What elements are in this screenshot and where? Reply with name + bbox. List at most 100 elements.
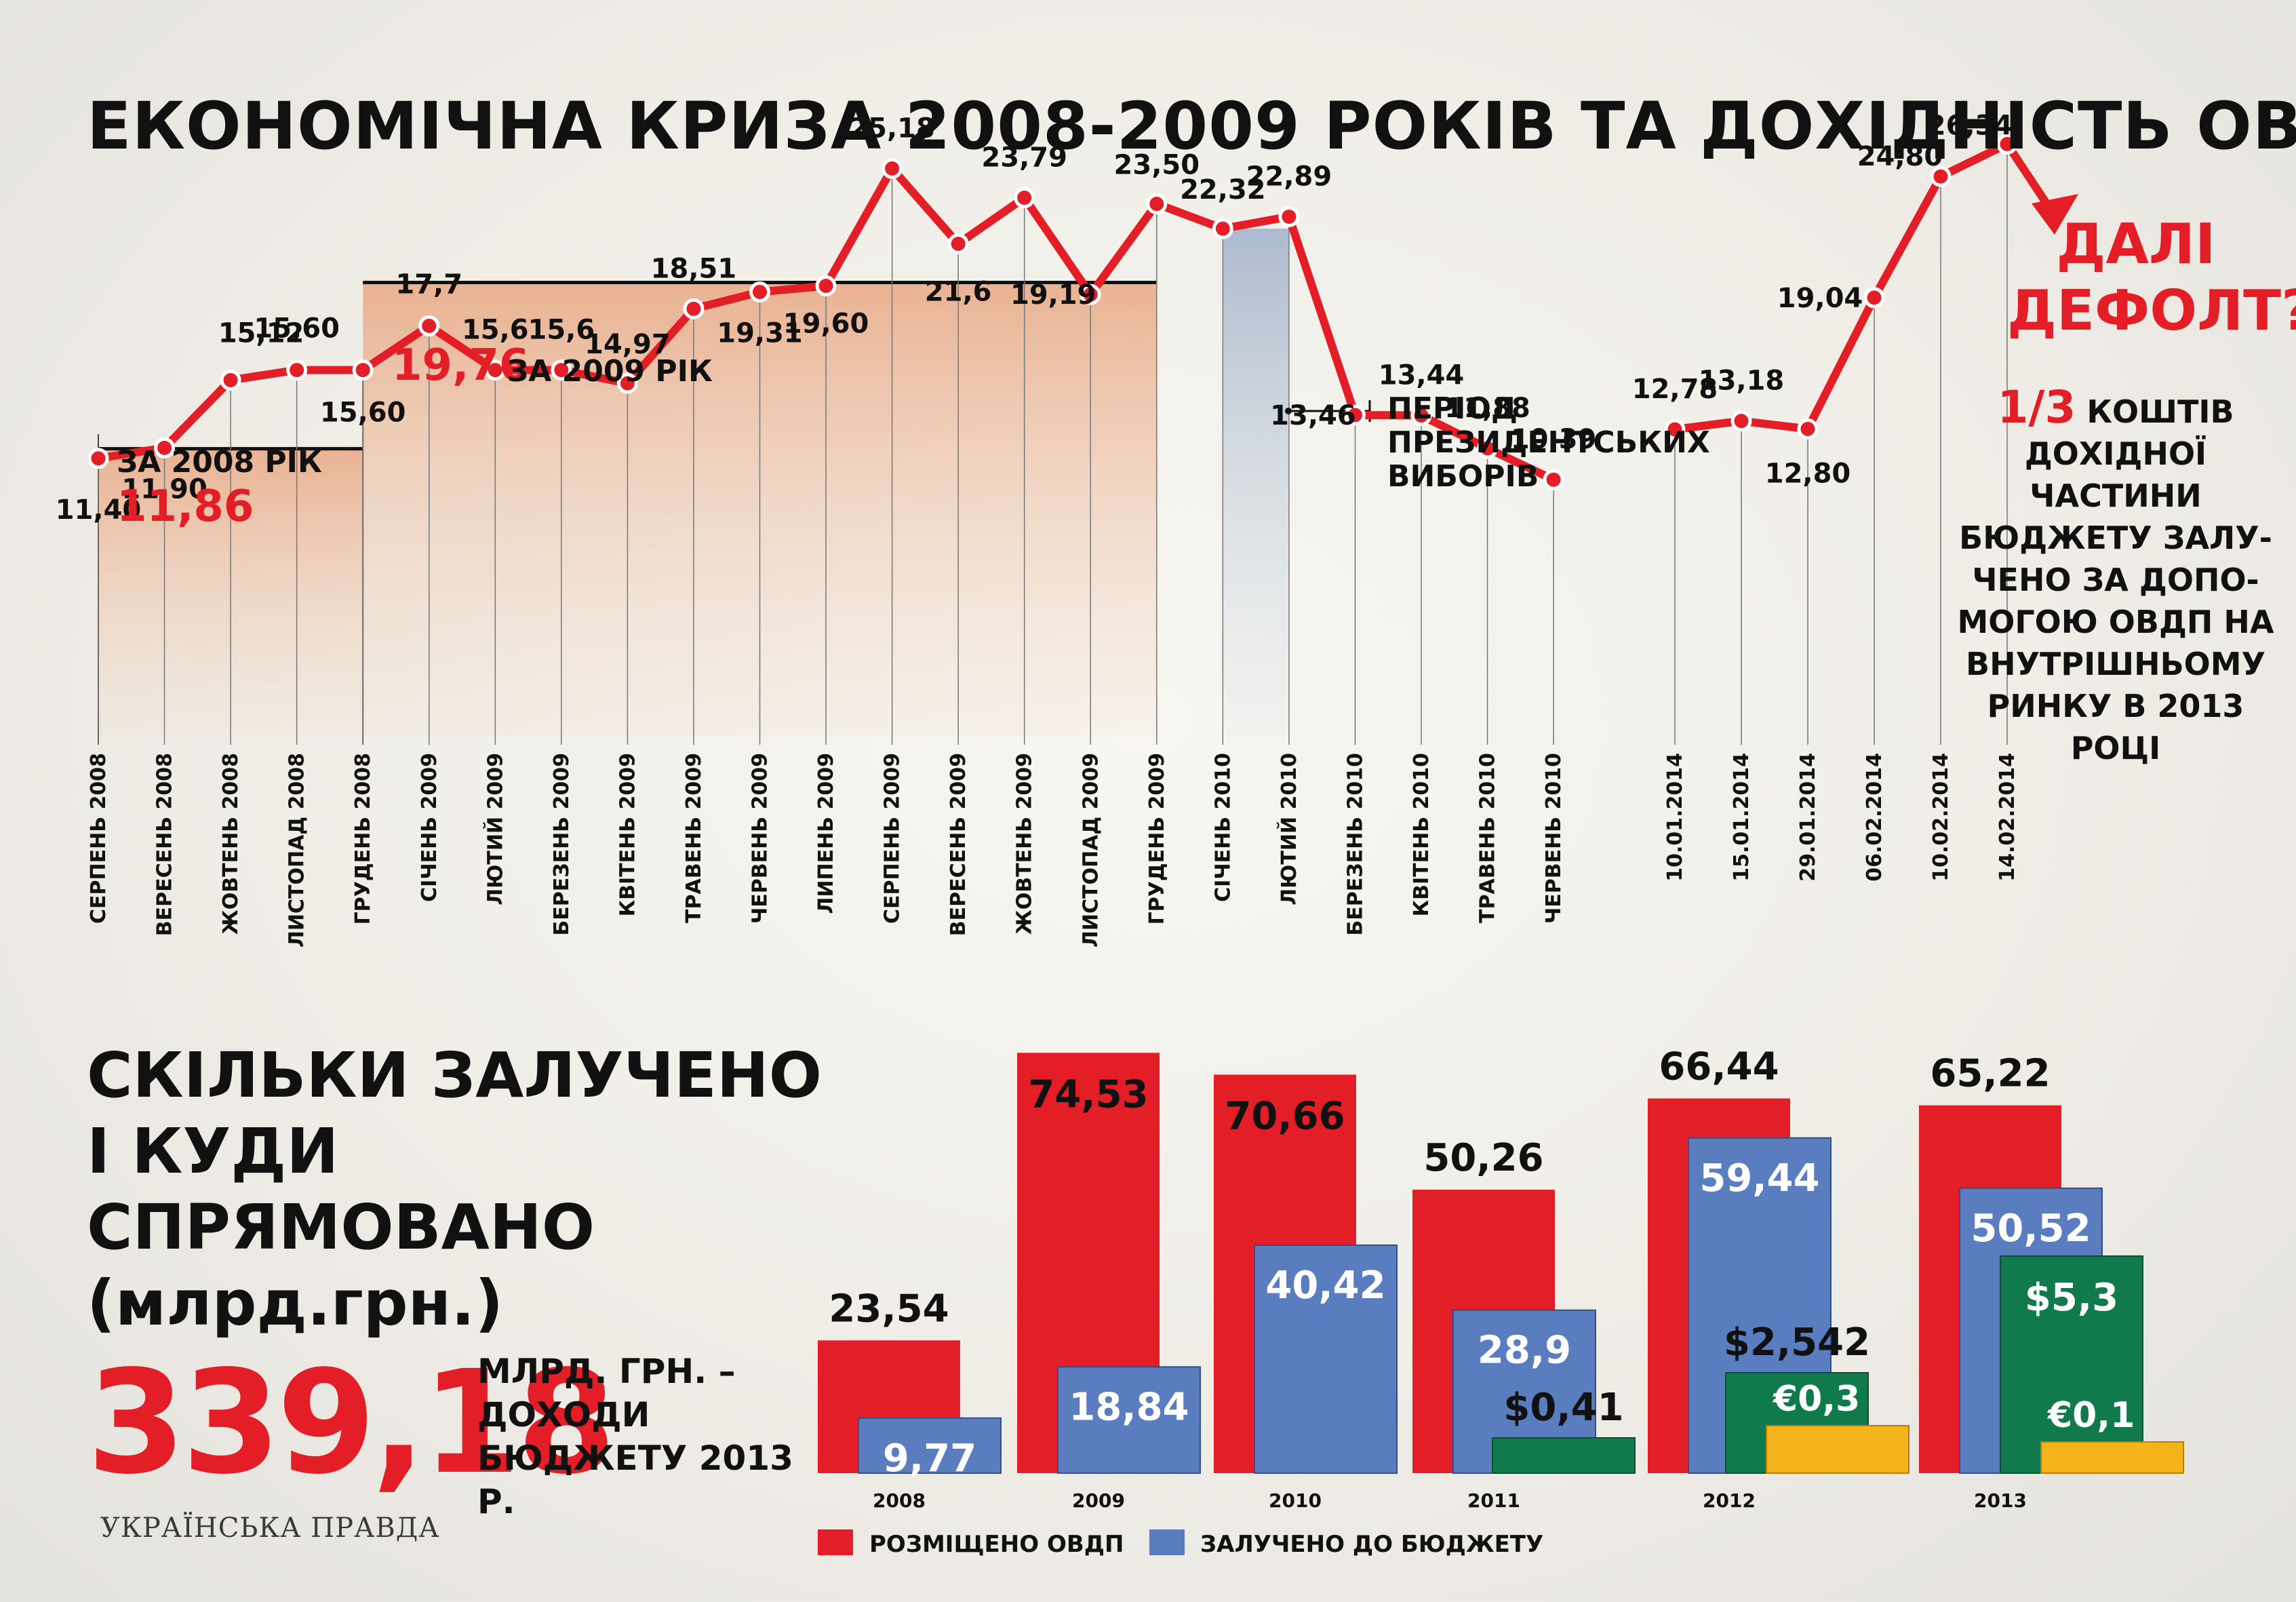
- data-label: 11,40: [56, 494, 142, 526]
- category-label: 2011: [1467, 1489, 1520, 1512]
- avg-2008-value: 11,86: [117, 482, 254, 532]
- data-label: 12,80: [1765, 458, 1851, 489]
- data-point: [1797, 418, 1819, 439]
- bar-label-attracted: 18,84: [1069, 1385, 1189, 1429]
- data-point: [418, 315, 440, 336]
- category-label: 2010: [1269, 1489, 1322, 1512]
- data-point: [1664, 418, 1686, 440]
- default-warning: ДАЛІ ДЕФОЛТ?: [2007, 212, 2296, 343]
- data-label: 15,6: [462, 315, 529, 346]
- bar-label-attracted: 50,52: [1971, 1207, 2091, 1251]
- x-tick-label: 10.02.2014: [1929, 753, 1953, 882]
- data-point: [683, 298, 705, 319]
- x-tick-label: ЛЮТИЙ 2010: [1277, 753, 1301, 905]
- data-point: [1543, 469, 1564, 490]
- x-tick-label: ВЕРЕСЕНЬ 2009: [947, 753, 970, 936]
- data-point: [1410, 405, 1432, 427]
- x-tick-label: 15.01.2014: [1730, 753, 1754, 882]
- budget-value: 339,18: [87, 1340, 616, 1506]
- category-label: 2013: [1974, 1489, 2027, 1512]
- category-label: 2012: [1703, 1489, 1756, 1512]
- data-label: 15,60: [320, 397, 406, 429]
- trend-arrow-head: [2032, 194, 2078, 235]
- bar-label-attracted: 59,44: [1699, 1156, 1819, 1200]
- x-tick-label: ЧЕРВЕНЬ 2009: [749, 753, 772, 924]
- election-period-band: [1223, 229, 1289, 736]
- page-title: ЕКОНОМІЧНА КРИЗА 2008-2009 РОКІВ ТА ДОХІ…: [87, 88, 2296, 164]
- x-tick-label: КВІТЕНЬ 2009: [616, 753, 639, 916]
- bar-attracted: [1254, 1244, 1398, 1474]
- x-tick-label: ЛИСТОПАД 2009: [1079, 753, 1103, 947]
- avg-2008-label: ЗА 2008 РІК: [117, 445, 322, 480]
- election-pointer-dot: [1285, 408, 1292, 414]
- data-label: 17,7: [395, 269, 462, 300]
- data-point: [616, 372, 638, 394]
- data-label: 14,97: [585, 329, 671, 360]
- data-point: [1014, 187, 1035, 209]
- x-tick-label: 29.01.2014: [1796, 753, 1820, 882]
- data-label: 21,6: [925, 276, 992, 307]
- bar-label-attracted: 9,77: [883, 1437, 976, 1481]
- x-tick-label: ЧЕРВЕНЬ 2010: [1542, 753, 1566, 924]
- bar-label-eur: €0,1: [2047, 1395, 2135, 1436]
- bar-label-attracted: 40,42: [1265, 1264, 1385, 1308]
- x-tick-label: БЕРЕЗЕНЬ 2010: [1343, 753, 1367, 936]
- data-point: [484, 359, 506, 381]
- data-point: [551, 359, 572, 381]
- category-label: 2009: [1072, 1489, 1125, 1512]
- data-label: 13,18: [1699, 366, 1785, 397]
- bar-label-attracted: 28,9: [1478, 1329, 1571, 1373]
- x-tick-label: ЛИСТОПАД 2008: [285, 753, 309, 947]
- budget-description: МЛРД. ГРН. – ДОХОДИ БЮДЖЕТУ 2013 Р.: [477, 1352, 793, 1521]
- x-tick-label: ТРАВЕНЬ 2009: [682, 753, 706, 923]
- data-label: 19,04: [1777, 283, 1863, 314]
- data-label: 23,50: [1114, 150, 1200, 181]
- x-tick-label: 06.02.2014: [1863, 753, 1886, 882]
- bar-label-placed: 70,66: [1225, 1094, 1345, 1138]
- bar-label-placed: 66,44: [1659, 1045, 1779, 1089]
- bar-label-placed: 23,54: [829, 1287, 949, 1331]
- data-point: [220, 369, 241, 391]
- data-point: [1278, 206, 1300, 227]
- side-note: 1/3 КОШТІВ ДОХІДНОЇ ЧАСТИНИ БЮДЖЕТУ ЗАЛУ…: [1946, 385, 2285, 769]
- data-point: [1996, 133, 2018, 155]
- bar-usd: [1492, 1437, 1636, 1474]
- legend-label-placed: РОЗМІЩЕНО ОВДП: [869, 1531, 1124, 1558]
- x-tick-label: ГРУДЕНЬ 2009: [1145, 753, 1169, 924]
- x-tick-label: СЕРПЕНЬ 2009: [881, 753, 905, 924]
- x-tick-label: СЕРПЕНЬ 2008: [87, 753, 111, 924]
- legend-swatch-placed: [818, 1529, 853, 1555]
- data-point: [882, 157, 903, 179]
- data-label: 19,31: [717, 318, 803, 349]
- bar-attracted: [1057, 1366, 1201, 1474]
- data-label: 15,12: [218, 317, 304, 349]
- data-label: 18,51: [651, 253, 737, 284]
- bar-label-placed: 65,22: [1930, 1052, 2050, 1096]
- data-point: [87, 448, 109, 469]
- source-logo: УКРАЇНСЬКА ПРАВДА: [100, 1512, 440, 1544]
- data-point: [1477, 437, 1499, 459]
- x-tick-label: ЖОВТЕНЬ 2008: [219, 753, 243, 935]
- data-label: 10,39: [1511, 424, 1597, 455]
- data-point: [154, 437, 176, 458]
- data-label: 13,46: [1270, 400, 1356, 431]
- side-note-fraction: 1/3: [1997, 381, 2076, 433]
- data-label: 22,32: [1180, 174, 1266, 206]
- bar-label-eur: €0,3: [1773, 1379, 1860, 1420]
- x-tick-label: ЛИПЕНЬ 2009: [814, 753, 838, 914]
- legend-label-attracted: ЗАЛУЧЕНО ДО БЮДЖЕТУ: [1200, 1531, 1543, 1558]
- x-tick-label: ЖОВТЕНЬ 2009: [1013, 753, 1037, 935]
- x-tick-label: КВІТЕНЬ 2010: [1410, 753, 1433, 916]
- bar-label-placed: 50,26: [1423, 1136, 1543, 1180]
- data-label: 19,60: [783, 309, 869, 340]
- data-label: 13,44: [1379, 360, 1465, 391]
- data-point: [815, 275, 837, 297]
- data-label: 11,88: [1444, 393, 1530, 424]
- x-tick-label: 14.02.2014: [1996, 753, 2019, 882]
- bar-label-usd: $0,41: [1503, 1386, 1623, 1430]
- bar-eur: [1766, 1425, 1909, 1474]
- data-label: 22,89: [1246, 161, 1332, 192]
- data-label: 19,19: [1010, 279, 1096, 311]
